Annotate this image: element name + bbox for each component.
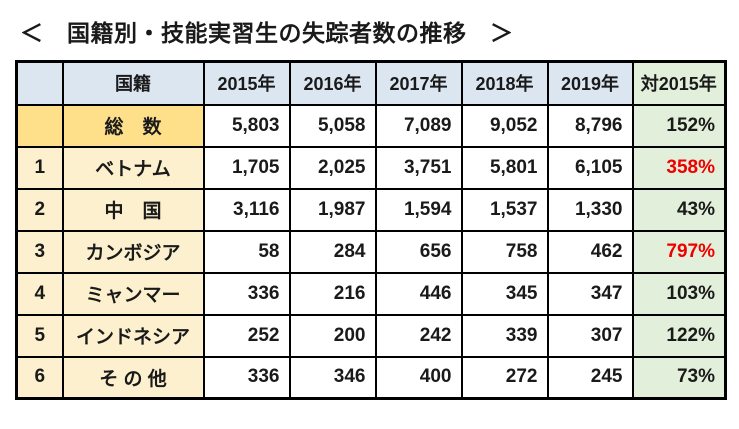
header-year-5: 2019年 — [546, 60, 634, 106]
year-value-cell: 5,058 — [288, 103, 377, 148]
rank-cell: 5 — [15, 313, 64, 358]
rank-cell: 4 — [15, 271, 64, 316]
rank-cell: 1 — [15, 145, 64, 190]
year-value-cell: 3,751 — [374, 145, 463, 190]
nationality-cell: 中 国 — [61, 187, 205, 232]
header-rank-blank — [15, 60, 64, 106]
table-row-total: 総 数 5,803 5,058 7,089 9,052 8,796 152% — [15, 103, 727, 148]
year-value-cell: 446 — [374, 271, 463, 316]
missing-trainees-table: 国籍 2015年 2016年 2017年 2018年 2019年 対2015年 総 数 5,… — [15, 60, 727, 400]
header-year-3: 2017年 — [374, 60, 463, 106]
rank-cell: 2 — [15, 187, 64, 232]
table-row: 3 カンボジア 58 284 656 758 462 797% — [15, 229, 727, 274]
nationality-cell: そ の 他 — [61, 355, 205, 400]
header-ratio-vs-2015: 対2015年 — [631, 60, 727, 106]
year-value-cell: 284 — [288, 229, 377, 274]
year-value-cell: 242 — [374, 313, 463, 358]
year-value-cell: 336 — [202, 271, 291, 316]
rank-cell: 3 — [15, 229, 64, 274]
year-value-cell: 347 — [546, 271, 634, 316]
year-value-cell: 5,803 — [202, 103, 291, 148]
year-value-cell: 346 — [288, 355, 377, 400]
year-value-cell: 245 — [546, 355, 634, 400]
year-value-cell: 345 — [460, 271, 549, 316]
nationality-cell: 総 数 — [61, 103, 205, 148]
nationality-cell: インドネシア — [61, 313, 205, 358]
year-value-cell: 5,801 — [460, 145, 549, 190]
nationality-cell: ミャンマー — [61, 271, 205, 316]
year-value-cell: 272 — [460, 355, 549, 400]
header-year-4: 2018年 — [460, 60, 549, 106]
year-value-cell: 9,052 — [460, 103, 549, 148]
table-row: 4 ミャンマー 336 216 446 345 347 103% — [15, 271, 727, 316]
header-row: 国籍 2015年 2016年 2017年 2018年 2019年 対2015年 — [15, 60, 727, 106]
year-value-cell: 400 — [374, 355, 463, 400]
rank-cell: 6 — [15, 355, 64, 400]
year-value-cell: 1,594 — [374, 187, 463, 232]
year-value-cell: 656 — [374, 229, 463, 274]
header-year-2: 2016年 — [288, 60, 377, 106]
table-row: 5 インドネシア 252 200 242 339 307 122% — [15, 313, 727, 358]
year-value-cell: 336 — [202, 355, 291, 400]
ratio-cell-highlighted: 797% — [631, 229, 727, 274]
table-row: 1 ベトナム 1,705 2,025 3,751 5,801 6,105 358% — [15, 145, 727, 190]
nationality-cell: カンボジア — [61, 229, 205, 274]
year-value-cell: 8,796 — [546, 103, 634, 148]
year-value-cell: 6,105 — [546, 145, 634, 190]
nationality-cell: ベトナム — [61, 145, 205, 190]
header-year-1: 2015年 — [202, 60, 291, 106]
year-value-cell: 1,705 — [202, 145, 291, 190]
year-value-cell: 758 — [460, 229, 549, 274]
year-value-cell: 339 — [460, 313, 549, 358]
year-value-cell: 1,537 — [460, 187, 549, 232]
year-value-cell: 462 — [546, 229, 634, 274]
year-value-cell: 2,025 — [288, 145, 377, 190]
ratio-cell-highlighted: 358% — [631, 145, 727, 190]
rank-cell — [15, 103, 64, 148]
ratio-cell: 103% — [631, 271, 727, 316]
ratio-cell: 43% — [631, 187, 727, 232]
year-value-cell: 307 — [546, 313, 634, 358]
ratio-cell: 73% — [631, 355, 727, 400]
year-value-cell: 7,089 — [374, 103, 463, 148]
year-value-cell: 252 — [202, 313, 291, 358]
year-value-cell: 3,116 — [202, 187, 291, 232]
page-title: ＜ 国籍別・技能実習生の失踪者数の推移 ＞ — [20, 20, 514, 46]
year-value-cell: 1,330 — [546, 187, 634, 232]
ratio-cell: 122% — [631, 313, 727, 358]
year-value-cell: 58 — [202, 229, 291, 274]
header-nationality: 国籍 — [61, 60, 205, 106]
year-value-cell: 216 — [288, 271, 377, 316]
year-value-cell: 1,987 — [288, 187, 377, 232]
ratio-cell: 152% — [631, 103, 727, 148]
year-value-cell: 200 — [288, 313, 377, 358]
